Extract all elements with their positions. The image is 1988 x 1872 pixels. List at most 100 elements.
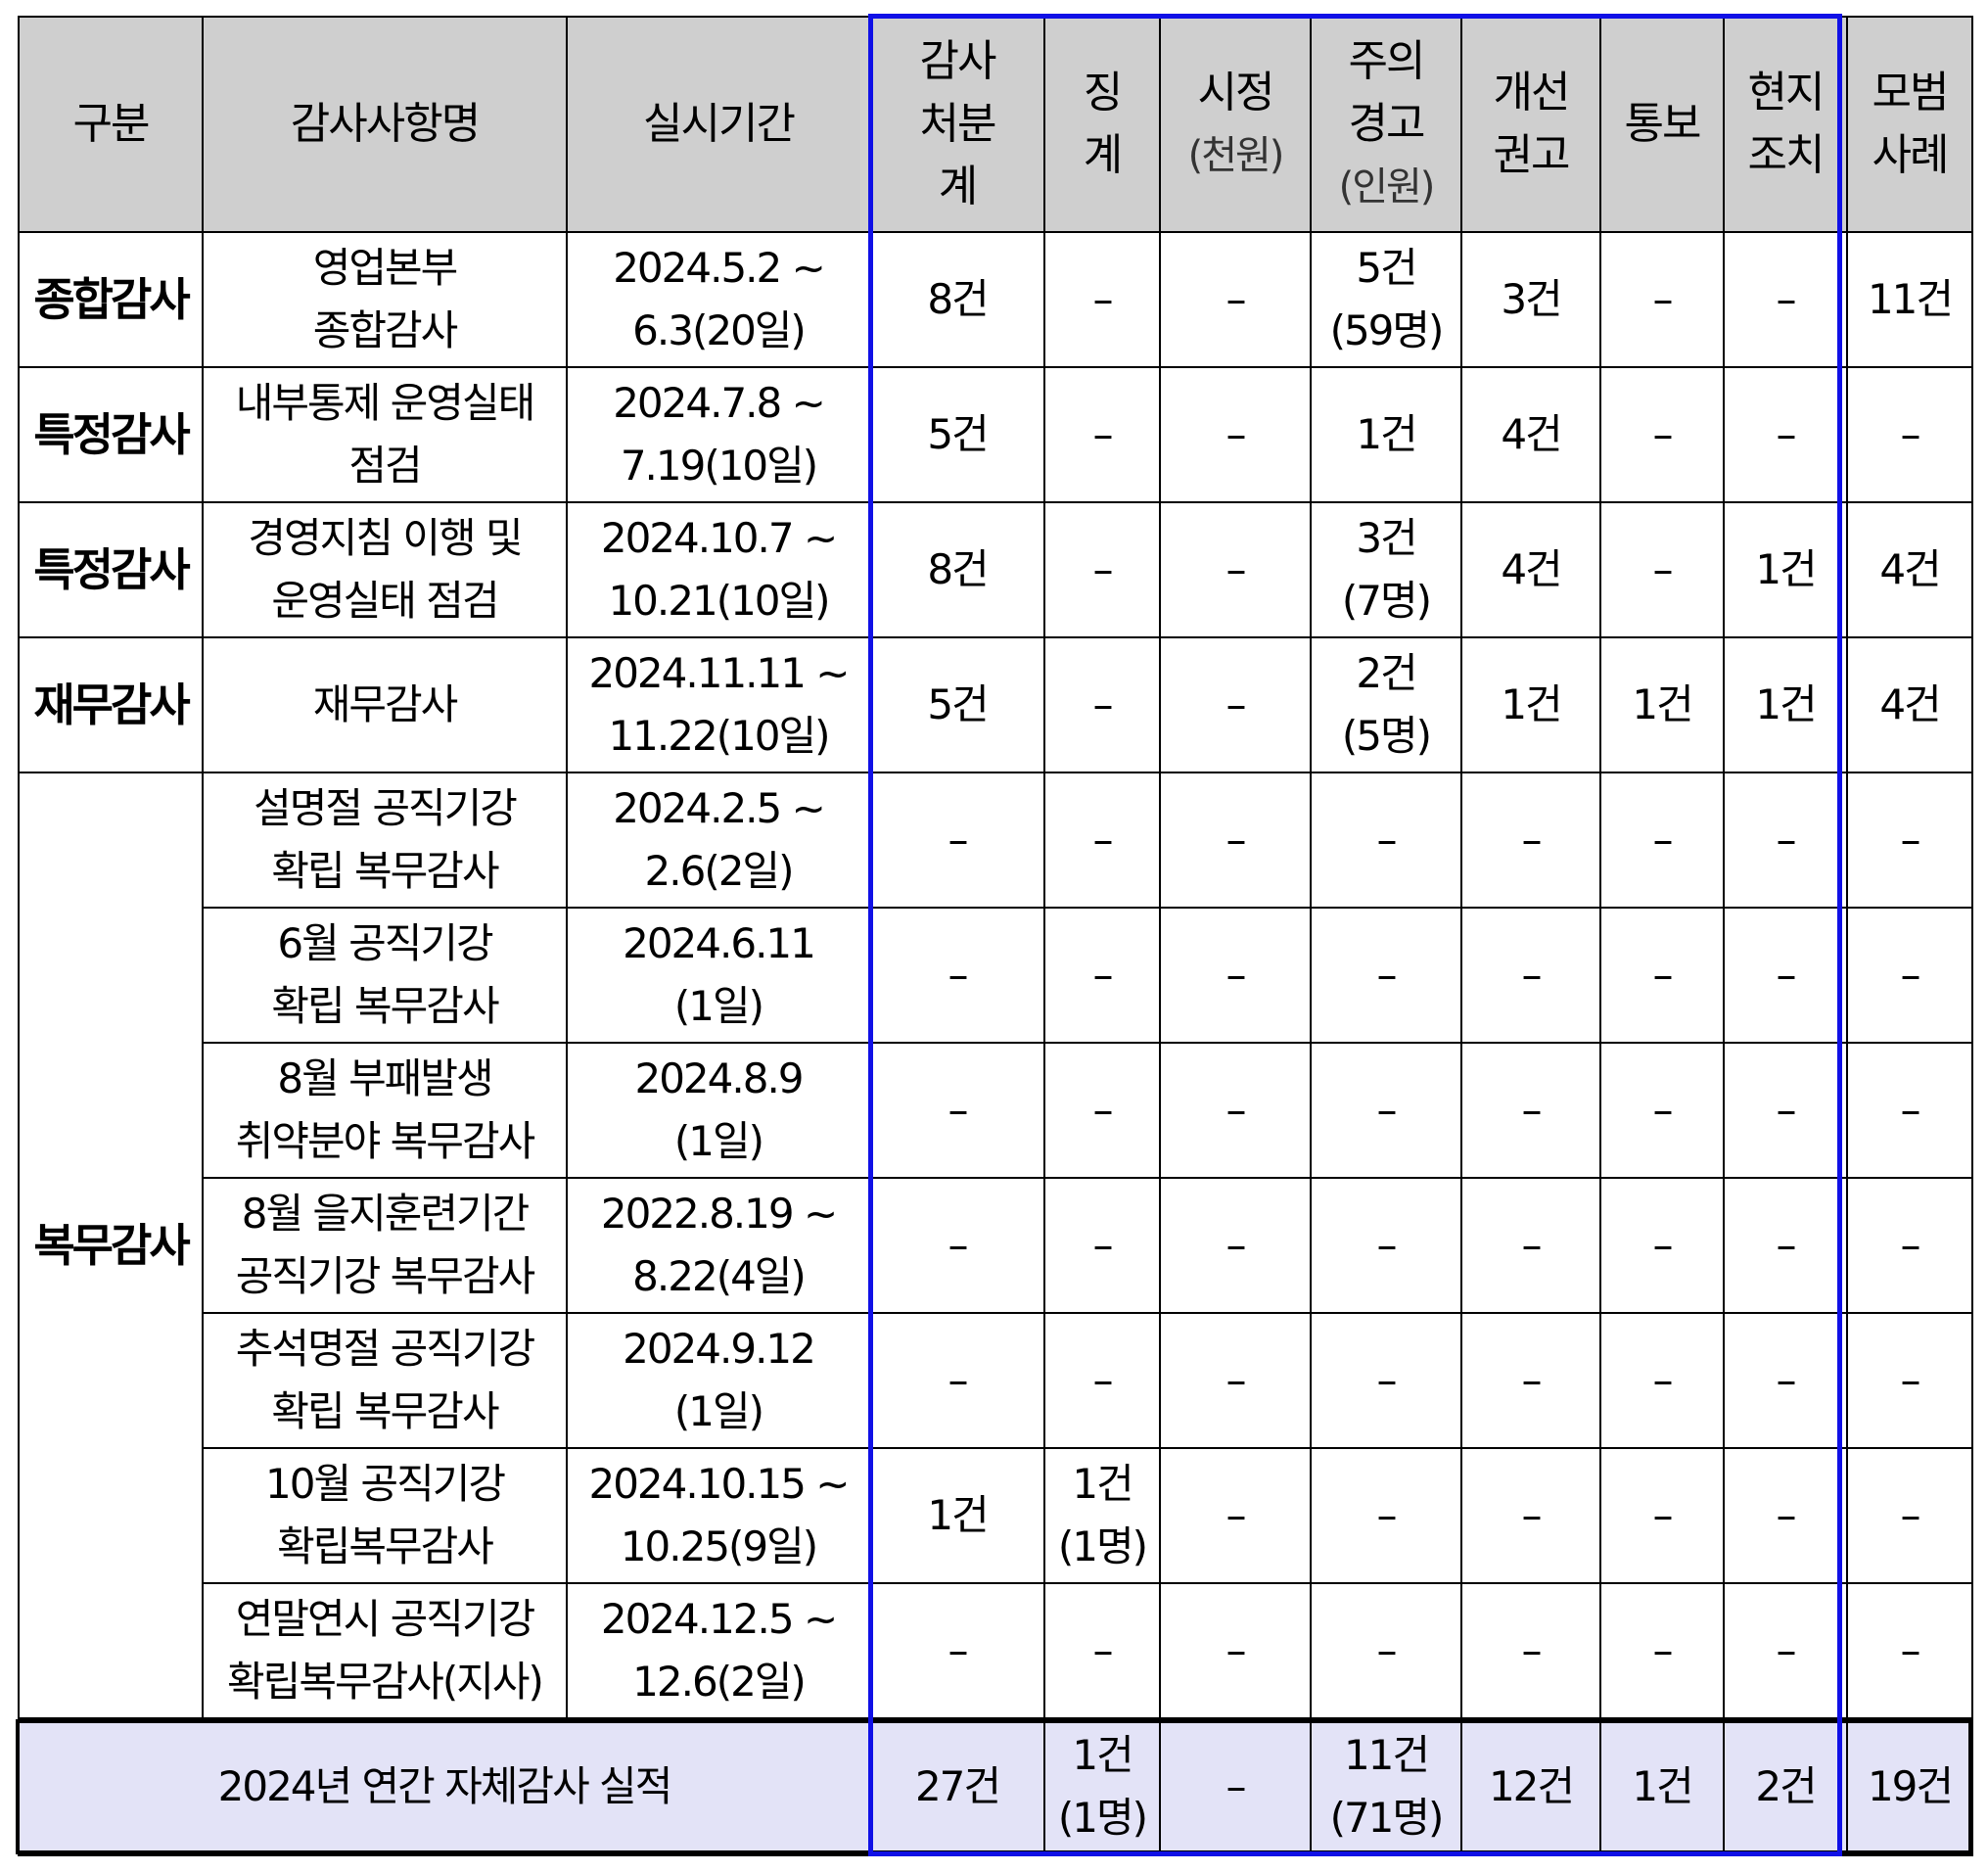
improvement-cell-text: 1건: [1501, 680, 1562, 728]
onsite-cell: –: [1723, 1582, 1848, 1719]
improvement-cell-text: –: [1521, 1356, 1543, 1404]
audit-name-cell-line: 연말연시 공직기강: [235, 1595, 535, 1643]
summary-model-cell: 19건: [1846, 1717, 1973, 1856]
table-row: 연말연시 공직기강 확립복무감사(지사) 2024.12.5 ~ 12.6(2일) – –…: [19, 1582, 1973, 1719]
warning-cell-line: –: [1376, 1086, 1398, 1134]
total-actions-cell-text: –: [948, 1626, 969, 1674]
table-row: 종합감사 영업본부 종합감사 2024.5.2 ~6.3(20일) 8건 – –5건 (59명…: [18, 231, 1973, 368]
total-actions-cell: 8건: [869, 501, 1045, 638]
period-cell-line: (1일): [673, 982, 764, 1030]
summary-onsite-cell: 2건: [1723, 1717, 1848, 1856]
warning-cell: –: [1310, 1582, 1462, 1719]
summary-correction-cell-text: –: [1225, 1762, 1247, 1810]
period-cell-line: 2024.10.15 ~: [588, 1460, 850, 1508]
table-body: 구분 감사사항명 실시기간 감사 처분 계 징 계 시정 (천원) 주의: [18, 16, 1973, 1856]
total-actions-cell-text: 5건: [927, 680, 989, 728]
discipline-cell: –: [1043, 366, 1161, 503]
period-cell-line: 2024.8.9: [634, 1054, 804, 1102]
notice-cell: –: [1599, 907, 1725, 1044]
summary-discipline-cell-line: (1명): [1057, 1794, 1148, 1842]
improvement-cell-text: –: [1521, 1221, 1543, 1269]
model-cell-text: 4건: [1879, 545, 1941, 593]
model-cell-text: –: [1900, 951, 1921, 999]
audit-name-cell-line: 확립복무감사: [277, 1522, 494, 1570]
correction-cell: –: [1159, 772, 1312, 909]
improvement-cell-text: –: [1521, 816, 1543, 864]
summary-correction-cell: –: [1159, 1717, 1312, 1856]
period-cell: 2024.2.5 ~ 2.6(2일): [566, 772, 871, 909]
header-correction: 시정 (천원): [1159, 16, 1312, 233]
audit-name-cell-line: 점검: [348, 442, 422, 490]
table-row: 6월 공직기강 확립 복무감사 2024.6.11 (1일) – – – – – – – –: [19, 907, 1973, 1044]
category-cell-text: 재무감사: [33, 679, 190, 731]
warning-cell-line: 2건: [1356, 649, 1417, 697]
warning-cell-line: –: [1376, 1356, 1398, 1404]
onsite-cell-text: –: [1776, 1491, 1797, 1539]
improvement-cell: 4건: [1460, 501, 1601, 638]
header-onsite: 현지 조치: [1723, 16, 1848, 233]
audit-name-cell-line: 영업본부: [312, 244, 459, 292]
period-cell-line: 2024.2.5 ~: [613, 784, 826, 832]
correction-cell-text: –: [1225, 951, 1247, 999]
audit-name-cell-line: 종합감사: [312, 306, 459, 354]
warning-cell: –: [1310, 1447, 1462, 1584]
summary-label: 2024년 연간 자체감사 실적: [217, 1762, 673, 1810]
model-cell: –: [1846, 1582, 1973, 1719]
total-actions-cell-text: –: [948, 1221, 969, 1269]
model-cell-text: 11건: [1867, 275, 1954, 323]
table-row: 특정감사 경영지침 이행 및 운영실태 점검 2024.10.7 ~10.21(10일…: [18, 501, 1973, 638]
total-actions-cell: –: [869, 1312, 1045, 1449]
improvement-cell-text: –: [1521, 951, 1543, 999]
warning-cell-line: –: [1376, 816, 1398, 864]
audit-name-cell-line: 재무감사: [312, 680, 459, 728]
onsite-cell: –: [1723, 772, 1848, 909]
period-cell: 2024.10.7 ~ 10.21(10일): [566, 501, 871, 638]
discipline-cell-line: –: [1092, 275, 1114, 323]
period-cell: 2024.5.2 ~ 6.3(20일): [566, 231, 871, 368]
header-warning: 주의 경고 (인원): [1310, 16, 1462, 233]
improvement-cell: 4건: [1460, 366, 1601, 503]
model-cell: –: [1846, 907, 1973, 1044]
period-cell-line: 8.22(4일): [632, 1252, 807, 1300]
discipline-cell: –: [1043, 772, 1161, 909]
period-cell-line: (1일): [673, 1387, 764, 1435]
table-row: 재무감사 재무감사 2024.11.11 ~ 11.22(10일) 5건 – – 2건 (5명)…: [18, 636, 1973, 773]
correction-cell-text: –: [1225, 680, 1247, 728]
total-actions-cell: 5건: [869, 366, 1045, 503]
category-cell-text: 특정감사: [33, 408, 190, 461]
audit-name-cell-line: 확립 복무감사: [271, 982, 499, 1030]
onsite-cell: –: [1723, 1042, 1848, 1179]
audit-name-cell-line: 6월 공직기강: [277, 919, 493, 967]
model-cell: –: [1846, 1447, 1973, 1584]
period-cell: 2022.8.19 ~ 8.22(4일): [566, 1177, 871, 1314]
warning-cell-line: –: [1376, 1491, 1398, 1539]
notice-cell: –: [1599, 1582, 1725, 1719]
model-cell: 4건: [1846, 501, 1973, 638]
correction-cell: –: [1159, 501, 1312, 638]
summary-warning-cell-line: (71명): [1329, 1794, 1445, 1842]
discipline-cell: –: [1043, 1042, 1161, 1179]
audit-name-cell-line: 내부통제 운영실태: [235, 379, 535, 427]
summary-improvement-cell-text: 12건: [1488, 1762, 1575, 1810]
model-cell: –: [1846, 1312, 1973, 1449]
correction-cell: –: [1159, 636, 1312, 773]
discipline-cell: –: [1043, 231, 1161, 368]
period-cell-line: 2024.7.8 ~: [613, 379, 826, 427]
header-audit-name: 감사사항명: [202, 16, 568, 233]
model-cell: 11건: [1846, 231, 1973, 368]
period-cell-line: 10.21(10일): [608, 577, 830, 625]
notice-cell-text: –: [1652, 1356, 1674, 1404]
discipline-cell-line: –: [1092, 410, 1114, 458]
period-cell: 2024.11.11 ~ 11.22(10일): [566, 636, 871, 773]
onsite-cell-text: –: [1776, 1086, 1797, 1134]
correction-cell: –: [1159, 1582, 1312, 1719]
period-cell-line: 12.6(2일): [632, 1658, 807, 1706]
total-actions-cell: –: [869, 1582, 1045, 1719]
correction-cell-text: –: [1225, 1356, 1247, 1404]
summary-notice-cell: 1건: [1599, 1717, 1725, 1856]
model-cell-text: –: [1900, 816, 1921, 864]
improvement-cell: –: [1460, 1177, 1601, 1314]
notice-cell-text: –: [1652, 1086, 1674, 1134]
total-actions-cell: –: [869, 1177, 1045, 1314]
improvement-cell: –: [1460, 1312, 1601, 1449]
